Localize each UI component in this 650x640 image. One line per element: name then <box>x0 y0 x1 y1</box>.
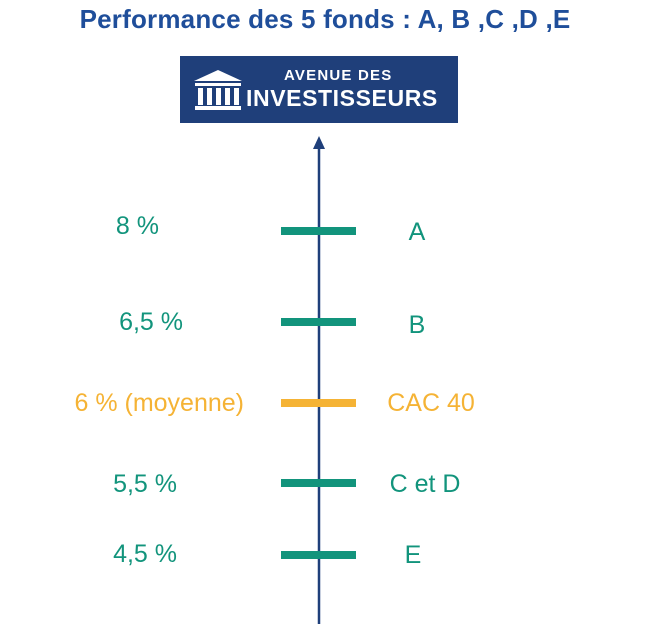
tick-mark <box>281 551 356 559</box>
performance-value-label: 6 % (moyenne) <box>74 389 244 417</box>
axis-arrowhead <box>313 136 325 149</box>
performance-value-label: 6,5 % <box>119 308 183 336</box>
bank-building-icon <box>194 70 242 110</box>
logo-text-line1: AVENUE DES <box>284 67 393 84</box>
fund-name-label: E <box>404 541 422 569</box>
fund-name-label: A <box>408 218 426 246</box>
performance-value-label: 4,5 % <box>113 540 177 568</box>
performance-value-label: 8 % <box>115 212 159 240</box>
tick-mark <box>281 227 356 235</box>
fund-name-label: B <box>408 311 426 339</box>
performance-value-label: 5,5 % <box>113 470 177 498</box>
tick-mark <box>281 318 356 326</box>
logo: AVENUE DES INVESTISSEURS <box>180 56 458 123</box>
tick-mark <box>281 479 356 487</box>
tick-mark <box>281 399 356 407</box>
page-title: Performance des 5 fonds : A, B ,C ,D ,E <box>79 4 571 34</box>
logo-text-line2: INVESTISSEURS <box>246 85 438 111</box>
fund-name-label: C et D <box>389 470 461 498</box>
fund-name-label: CAC 40 <box>387 389 475 417</box>
